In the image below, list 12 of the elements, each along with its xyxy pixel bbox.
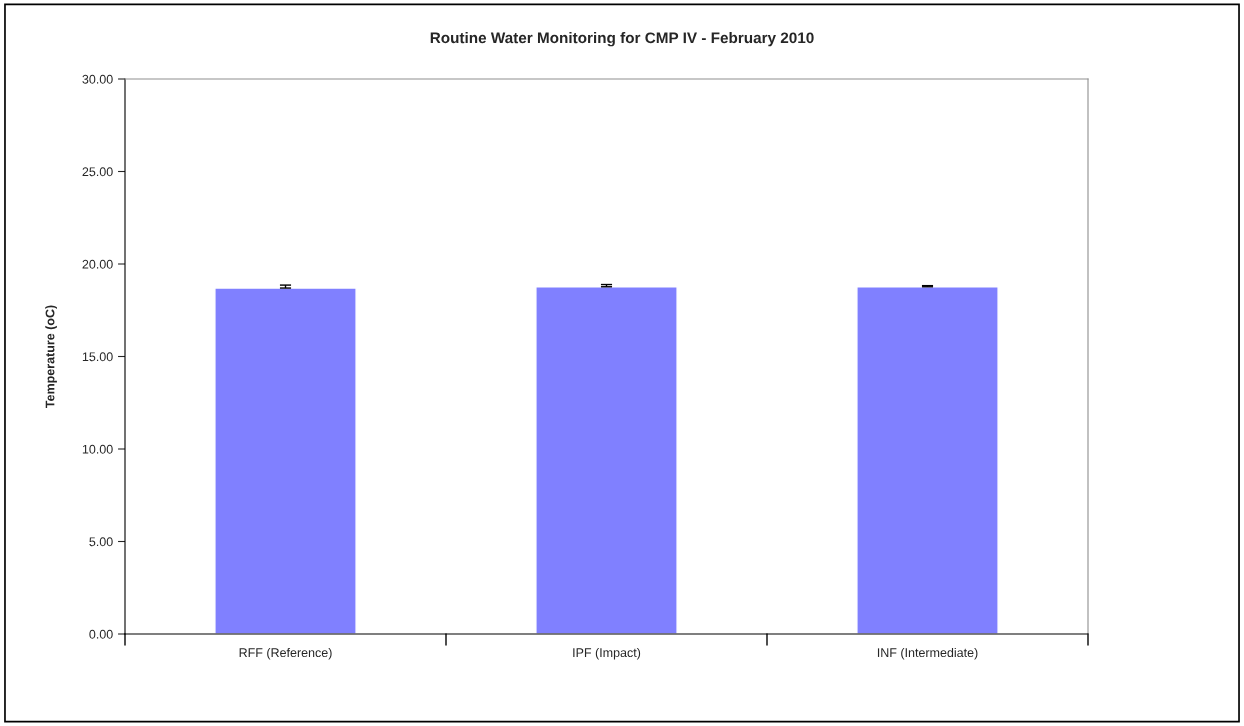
x-tick-label: INF (Intermediate) [877, 647, 978, 660]
y-tick-label: 20.00 [82, 259, 113, 269]
chart-title: Routine Water Monitoring for CMP IV - February 2010 [430, 32, 814, 47]
y-tick-label: 30.00 [82, 74, 113, 84]
y-axis-title: Temperature (oC) [45, 305, 57, 408]
y-tick-label: 25.00 [82, 167, 113, 177]
y-tick-label: 0.00 [89, 629, 113, 639]
x-tick-label: RFF (Reference) [239, 647, 332, 660]
y-tick-label: 5.00 [89, 537, 113, 547]
y-tick-label: 10.00 [82, 444, 113, 454]
y-tick-label: 15.00 [82, 352, 113, 362]
x-tick-label: IPF (Impact) [573, 647, 641, 660]
